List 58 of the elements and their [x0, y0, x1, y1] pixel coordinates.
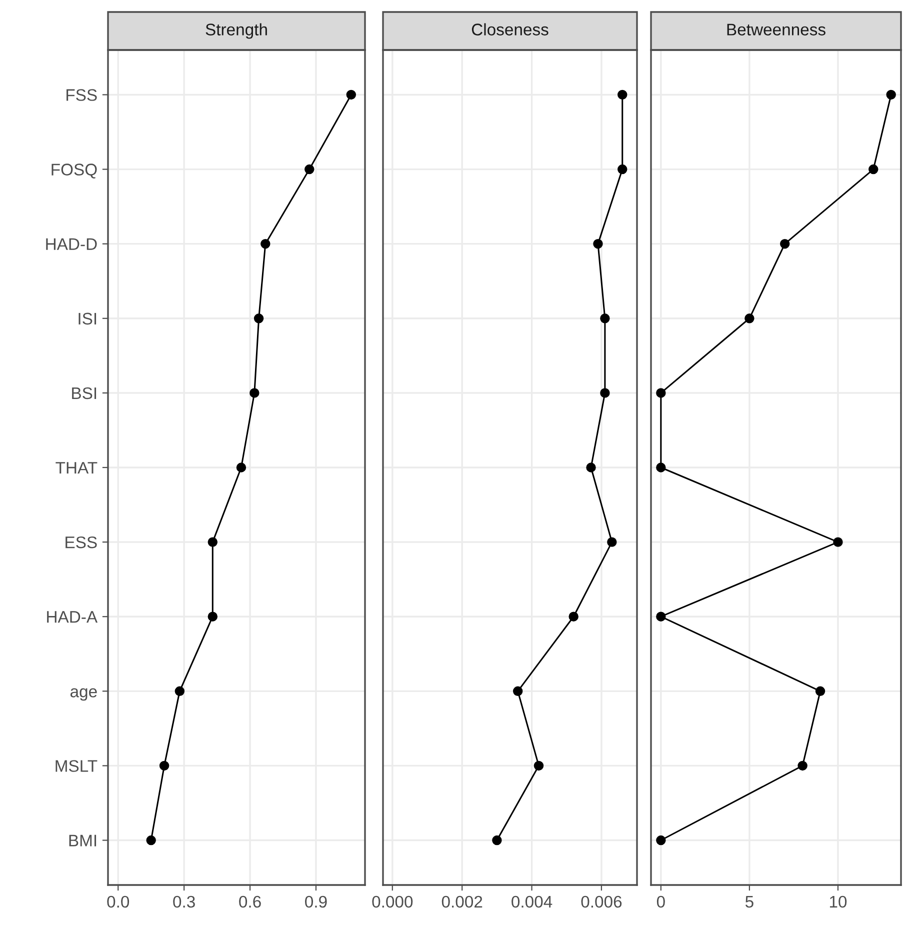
point	[492, 835, 502, 846]
point	[146, 835, 156, 846]
point	[568, 612, 578, 622]
point	[600, 388, 610, 398]
point	[174, 686, 185, 696]
point	[618, 164, 628, 174]
y-tick-label: FSS	[66, 89, 97, 101]
point	[159, 760, 170, 771]
point	[600, 314, 610, 324]
point	[886, 90, 896, 100]
y-tick-label: ISI	[78, 312, 96, 325]
point	[656, 835, 666, 846]
point	[815, 686, 826, 696]
point	[833, 537, 843, 547]
point	[798, 760, 808, 771]
point	[254, 314, 264, 324]
point	[260, 238, 270, 249]
point	[236, 462, 246, 472]
x-tick-label: 0.6	[239, 896, 261, 908]
point	[656, 388, 666, 398]
point	[208, 537, 218, 547]
x-tick-label: 10	[830, 896, 847, 908]
x-tick-label: 0.0	[107, 896, 130, 908]
x-tick-label: 0.3	[173, 896, 195, 908]
y-tick-label: THAT	[56, 462, 98, 474]
x-tick-label: 0	[656, 896, 665, 908]
point	[593, 238, 603, 249]
chart-title: Strength	[206, 23, 267, 39]
point	[618, 90, 628, 100]
y-tick-label: HAD-D	[46, 238, 97, 250]
point	[607, 537, 617, 547]
x-tick-label: 0.006	[581, 896, 622, 908]
point	[656, 462, 666, 472]
point	[304, 164, 314, 174]
point	[250, 388, 260, 398]
y-tick-label: FOSQ	[52, 164, 97, 178]
point	[744, 314, 754, 324]
x-tick-label: 5	[745, 896, 754, 908]
point	[346, 90, 356, 100]
y-tick-label: MSLT	[56, 760, 98, 772]
x-tick-label: 0.004	[512, 896, 552, 908]
point	[780, 238, 790, 249]
x-tick-label: 0.9	[305, 896, 327, 908]
point	[656, 612, 666, 622]
y-tick-label: age	[70, 688, 97, 701]
chart-title: Betweenness	[727, 24, 826, 36]
point	[868, 164, 878, 174]
chart-title: Closeness	[472, 23, 548, 36]
point	[512, 686, 523, 696]
point	[534, 760, 544, 771]
y-tick-label: HAD-A	[47, 611, 98, 623]
x-tick-label: 0.000	[372, 896, 413, 908]
point	[586, 462, 596, 472]
y-tick-label: ESS	[66, 536, 97, 548]
point	[208, 612, 218, 622]
y-tick-label: BSI	[72, 387, 96, 400]
y-tick-label: BMI	[69, 834, 96, 846]
x-tick-label: 0.002	[442, 896, 482, 908]
